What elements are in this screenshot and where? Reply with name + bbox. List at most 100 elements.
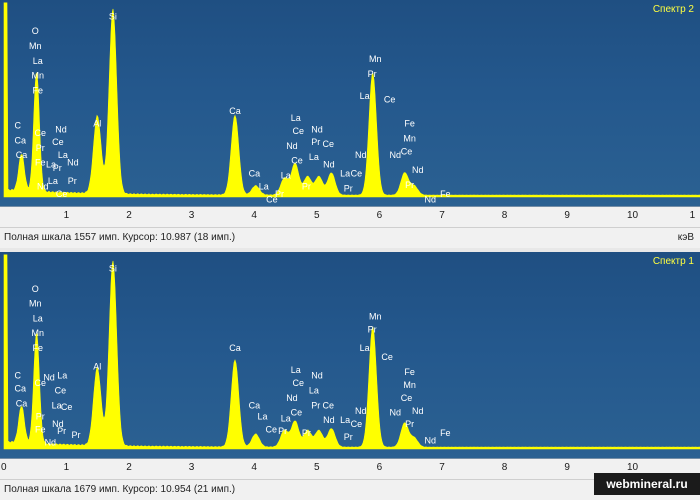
x-tick-label: 8 bbox=[501, 462, 508, 473]
element-label: Ce bbox=[323, 139, 335, 149]
element-label: O bbox=[32, 284, 39, 294]
element-label: Mn bbox=[32, 71, 45, 81]
peak-point bbox=[234, 361, 236, 363]
x-tick-label: 3 bbox=[188, 210, 195, 221]
element-label: Ca bbox=[16, 398, 28, 408]
unit-label-2: кэВ bbox=[677, 232, 694, 243]
element-label: Ce bbox=[266, 195, 278, 205]
element-label: La bbox=[33, 313, 43, 323]
element-label: Ce bbox=[55, 386, 67, 396]
element-label: Ca bbox=[16, 150, 28, 160]
spectrum-trace bbox=[3, 2, 700, 198]
element-label: La bbox=[259, 182, 269, 192]
element-label: Ce bbox=[351, 169, 363, 179]
peak-point bbox=[307, 178, 309, 179]
x-tick-label: 9 bbox=[564, 462, 570, 473]
element-label: Mn bbox=[369, 54, 382, 64]
element-label: Ca bbox=[15, 384, 27, 394]
peak-point bbox=[294, 422, 296, 424]
element-label: Ce bbox=[35, 128, 47, 138]
element-label: Ce bbox=[292, 126, 304, 136]
x-tick-label: 3 bbox=[188, 462, 195, 473]
element-label: Ca bbox=[229, 106, 241, 116]
element-label: Fe bbox=[35, 158, 46, 168]
element-label: Ce bbox=[381, 352, 393, 362]
element-label: La bbox=[52, 400, 62, 410]
peak-point bbox=[21, 411, 23, 413]
x-axis-ticks: 1 2 3 4 5 6 7 8 9 10 1 bbox=[0, 207, 700, 227]
element-label: Nd bbox=[52, 419, 64, 429]
element-label: Pr bbox=[278, 426, 287, 436]
element-label: Nd bbox=[286, 141, 298, 151]
x-tick-label: 7 bbox=[439, 210, 445, 221]
element-label: Pr bbox=[302, 428, 311, 438]
element-label: Al bbox=[93, 361, 101, 371]
element-label: La bbox=[281, 413, 291, 423]
element-label: Mn bbox=[32, 328, 45, 338]
element-label: La bbox=[58, 150, 68, 160]
element-label: Pr bbox=[405, 419, 414, 429]
element-label: Pr bbox=[302, 182, 311, 192]
peak-point bbox=[283, 431, 285, 433]
element-label: La bbox=[46, 159, 56, 169]
element-label: Ce bbox=[292, 378, 304, 388]
x-tick-label: 10 bbox=[627, 462, 639, 473]
element-label: Pr bbox=[405, 180, 414, 190]
peak-point bbox=[413, 187, 415, 189]
peak-point bbox=[372, 74, 374, 76]
element-label: Mn bbox=[29, 299, 42, 309]
element-label: Ce bbox=[52, 137, 64, 147]
peak-point bbox=[404, 174, 406, 176]
element-label: Nd bbox=[389, 408, 401, 418]
element-label: Pr bbox=[68, 176, 77, 186]
element-label: Nd bbox=[286, 393, 298, 403]
element-label: Nd bbox=[45, 437, 57, 447]
element-label: La bbox=[291, 113, 301, 123]
element-label: La bbox=[291, 365, 301, 375]
element-label: Nd bbox=[412, 165, 424, 175]
spectrum-plot-1[interactable]: C Ca Ca O Mn La Mn Fe Ce Pr Fe Nd La Ce La Ce Nd Pr Nd Pr Si… bbox=[0, 252, 700, 459]
peak-point bbox=[36, 337, 38, 339]
element-label: Fe bbox=[404, 119, 415, 129]
element-label: Pr bbox=[344, 432, 353, 442]
peak-point bbox=[413, 439, 415, 441]
x-tick-label: 9 bbox=[564, 210, 570, 221]
element-label: C bbox=[15, 371, 22, 381]
element-label: Ce bbox=[401, 146, 413, 156]
element-label: Ce bbox=[291, 156, 303, 166]
x-tick-label: 8 bbox=[501, 210, 508, 221]
peak-point bbox=[112, 263, 114, 265]
element-label: Pr bbox=[311, 137, 320, 147]
element-label: Pr bbox=[53, 163, 62, 173]
x-tick-label: 6 bbox=[376, 210, 383, 221]
x-tick-label: 7 bbox=[439, 462, 445, 473]
element-label: C bbox=[15, 121, 22, 131]
element-label: La bbox=[309, 152, 319, 162]
element-label: La bbox=[340, 169, 350, 179]
peak-point bbox=[96, 370, 98, 372]
element-label: Nd bbox=[355, 150, 367, 160]
element-label: Fe bbox=[440, 428, 451, 438]
peak-point bbox=[96, 118, 98, 120]
element-label: Ce bbox=[401, 393, 413, 403]
element-label: Mn bbox=[403, 380, 416, 390]
site-watermark: webmineral.ru bbox=[594, 473, 700, 495]
element-label: Fe bbox=[440, 189, 451, 199]
element-label: Nd bbox=[425, 195, 437, 205]
x-tick-label: 6 bbox=[376, 462, 383, 473]
x-tick-label: 2 bbox=[126, 462, 132, 473]
element-label: Nd bbox=[323, 159, 335, 169]
peak-point bbox=[318, 431, 320, 433]
element-label: Si bbox=[109, 11, 117, 21]
spectrum-plot-2[interactable]: C Ca Ca O Mn La Mn Fe Ce Pr Fe Nd Nd Ce La La Pr Nd La Pr Ce… bbox=[0, 0, 700, 207]
element-label: Nd bbox=[67, 158, 79, 168]
element-label: La bbox=[258, 411, 268, 421]
peak-point bbox=[255, 435, 257, 437]
element-label: Nd bbox=[389, 150, 401, 160]
peak-point bbox=[112, 11, 114, 13]
spectrum-title-2: Спектр 2 bbox=[652, 4, 694, 15]
peak-point bbox=[283, 179, 285, 181]
element-label: O bbox=[32, 26, 39, 36]
